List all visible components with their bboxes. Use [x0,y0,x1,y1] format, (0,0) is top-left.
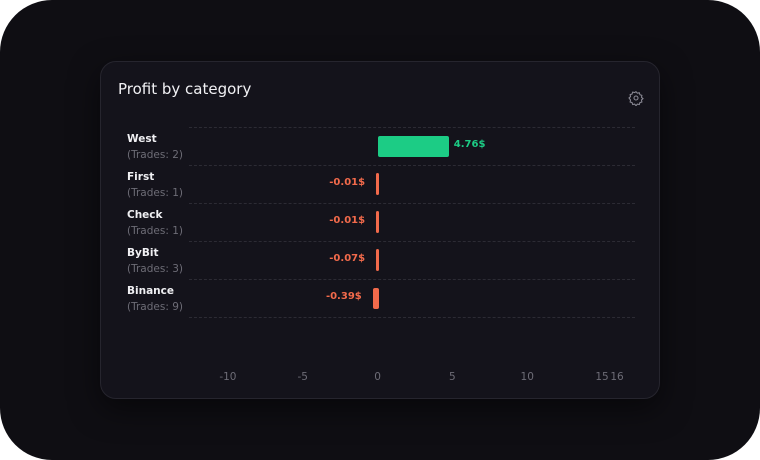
value-label: -0.01$ [329,177,366,188]
x-tick-label: -10 [219,371,237,383]
gridline [189,317,635,318]
category-label: West (Trades: 2) [127,131,183,163]
category-label: First (Trades: 1) [127,169,183,201]
gridline [189,203,635,204]
bar-binance[interactable] [372,287,379,309]
value-label: 4.76$ [453,139,486,150]
value-label: -0.39$ [325,291,362,302]
card-title: Profit by category [118,80,252,98]
x-tick-label: 0 [374,371,381,383]
x-tick-label: 10 [520,371,534,383]
gridline [189,165,635,166]
category-name: First [127,171,155,183]
x-tick-label: 16 [610,371,624,383]
gridline [189,127,635,128]
category-name: West [127,133,157,145]
value-label: -0.01$ [329,215,366,226]
category-label: Binance (Trades: 9) [127,283,183,315]
x-tick-label: -5 [297,371,308,383]
value-label: -0.07$ [329,253,366,264]
bar-check[interactable] [376,211,379,233]
x-tick-label: 5 [449,371,456,383]
category-name: Binance [127,285,174,297]
category-label: ByBit (Trades: 3) [127,245,183,277]
gridline [189,241,635,242]
category-name: ByBit [127,247,159,259]
category-trades: (Trades: 1) [127,225,183,237]
bar-bybit[interactable] [376,249,379,271]
category-trades: (Trades: 9) [127,301,183,313]
x-tick-label: 15 [595,371,609,383]
bar-first[interactable] [376,173,379,195]
category-label: Check (Trades: 1) [127,207,183,239]
category-trades: (Trades: 1) [127,187,183,199]
category-name: Check [127,209,163,221]
bar-west[interactable] [377,135,449,157]
gear-icon[interactable] [628,90,644,106]
profit-by-category-card: Profit by category West (Trades: 2) 4.76$ F… [100,61,660,399]
category-trades: (Trades: 2) [127,149,183,161]
category-trades: (Trades: 3) [127,263,183,275]
gridline [189,279,635,280]
